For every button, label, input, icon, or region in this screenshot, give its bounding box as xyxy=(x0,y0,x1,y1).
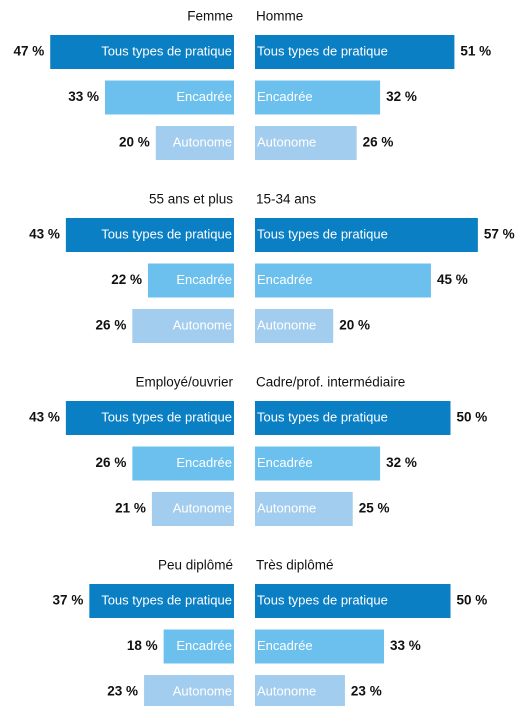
value-label: 22 % xyxy=(111,272,142,287)
bar xyxy=(255,218,478,252)
bar-category-label: Autonome xyxy=(257,500,316,515)
bar xyxy=(89,584,234,618)
bar xyxy=(132,309,234,343)
bar xyxy=(255,126,357,160)
bar xyxy=(147,263,234,298)
value-label: 18 % xyxy=(127,638,158,653)
bar-category-label: Tous types de pratique xyxy=(257,43,388,58)
bar xyxy=(255,35,455,69)
bar-category-label: Encadrée xyxy=(257,638,313,653)
group-label: Cadre/prof. intermédiaire xyxy=(256,375,405,390)
bar xyxy=(255,263,431,298)
bar-category-label: Tous types de pratique xyxy=(257,409,388,424)
bar xyxy=(132,446,234,481)
bar xyxy=(255,492,353,526)
bar xyxy=(255,309,334,343)
group-label: Peu diplômé xyxy=(158,558,233,573)
value-label: 20 % xyxy=(339,318,370,333)
group-label: Employé/ouvrier xyxy=(135,375,233,390)
bar-category-label: Autonome xyxy=(173,134,232,149)
value-label: 45 % xyxy=(437,272,468,287)
bar-category-label: Encadrée xyxy=(176,638,232,653)
bar-category-label: Autonome xyxy=(257,683,316,698)
bar xyxy=(65,218,235,252)
value-label: 26 % xyxy=(96,318,127,333)
bar-category-label: Autonome xyxy=(257,134,316,149)
bar xyxy=(255,401,451,435)
value-label: 23 % xyxy=(351,684,382,699)
group-label: Femme xyxy=(187,9,233,24)
group-label: Homme xyxy=(256,9,303,24)
value-label: 51 % xyxy=(460,44,491,59)
bar-category-label: Encadrée xyxy=(257,455,313,470)
bar-category-label: Tous types de pratique xyxy=(101,409,232,424)
bar xyxy=(255,675,345,706)
bar-category-label: Tous types de pratique xyxy=(101,43,232,58)
value-label: 25 % xyxy=(359,501,390,516)
value-label: 57 % xyxy=(484,227,515,242)
value-label: 20 % xyxy=(119,135,150,150)
group-label: 15-34 ans xyxy=(256,192,316,207)
bar xyxy=(255,80,381,115)
bar-category-label: Tous types de pratique xyxy=(257,226,388,241)
value-label: 33 % xyxy=(390,638,421,653)
bar xyxy=(144,675,234,706)
bar-category-label: Autonome xyxy=(173,683,232,698)
value-label: 33 % xyxy=(68,89,99,104)
bar-category-label: Tous types de pratique xyxy=(257,592,388,607)
bar-category-label: Encadrée xyxy=(257,272,313,287)
bar xyxy=(65,401,235,435)
bar-category-label: Encadrée xyxy=(176,272,232,287)
bar-category-label: Tous types de pratique xyxy=(101,226,232,241)
bar xyxy=(50,35,235,69)
bar-category-label: Autonome xyxy=(173,317,232,332)
value-label: 21 % xyxy=(115,501,146,516)
bar-category-label: Encadrée xyxy=(257,89,313,104)
bar-category-label: Autonome xyxy=(173,500,232,515)
value-label: 26 % xyxy=(96,455,127,470)
value-label: 32 % xyxy=(386,89,417,104)
bar-category-label: Tous types de pratique xyxy=(101,592,232,607)
value-label: 47 % xyxy=(13,44,44,59)
bar-category-label: Autonome xyxy=(257,317,316,332)
value-label: 26 % xyxy=(363,135,394,150)
value-label: 32 % xyxy=(386,455,417,470)
bar xyxy=(104,80,234,115)
value-label: 43 % xyxy=(29,410,60,425)
bar-category-label: Encadrée xyxy=(176,89,232,104)
value-label: 43 % xyxy=(29,227,60,242)
value-label: 37 % xyxy=(53,593,84,608)
value-label: 23 % xyxy=(107,684,138,699)
group-label: 55 ans et plus xyxy=(149,192,233,207)
bar xyxy=(255,446,381,481)
bar-category-label: Encadrée xyxy=(176,455,232,470)
group-label: Très diplômé xyxy=(256,558,334,573)
value-label: 50 % xyxy=(457,593,488,608)
bar xyxy=(255,629,385,664)
bar xyxy=(151,492,234,526)
value-label: 50 % xyxy=(457,410,488,425)
bar xyxy=(155,126,234,160)
bar xyxy=(163,629,234,664)
bar xyxy=(255,584,451,618)
